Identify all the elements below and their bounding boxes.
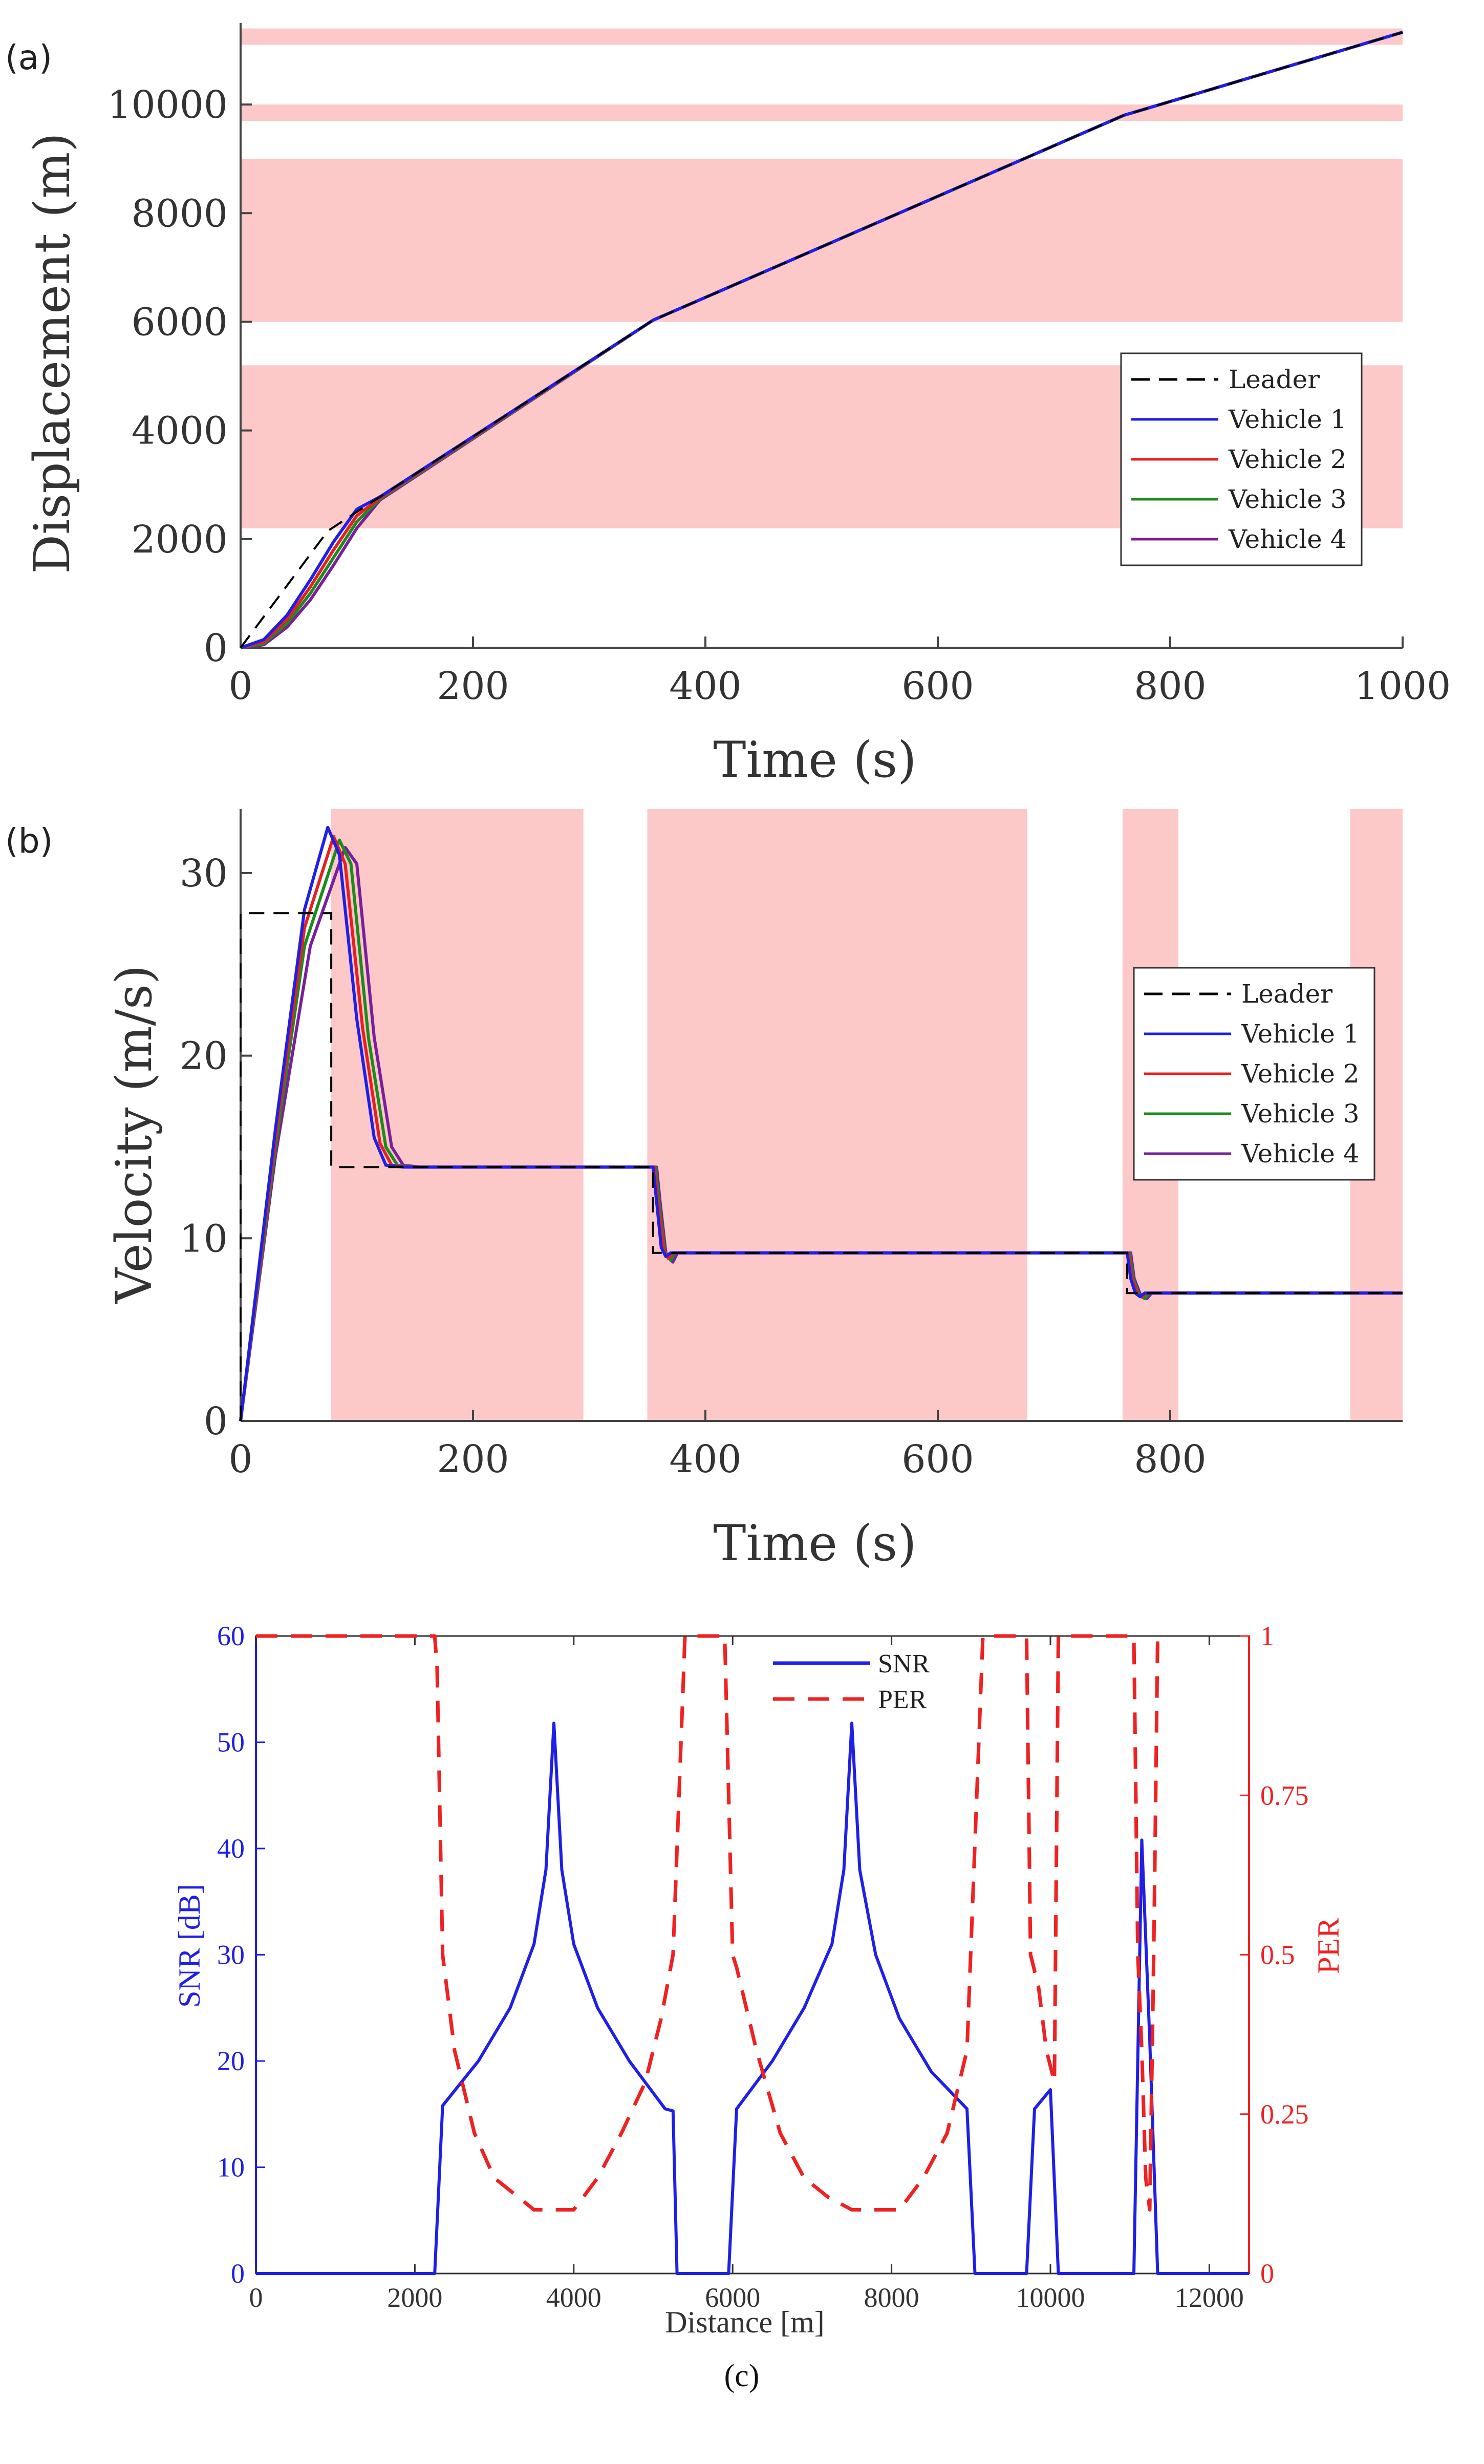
y-tick-label-right: 0.75 [1260,1780,1309,1811]
y-tick-label-right: 0.5 [1260,1940,1295,1970]
x-axis-label: Distance [m] [665,2305,825,2339]
legend-label-per: PER [878,1685,927,1714]
legend-label-leader: Leader [1229,365,1320,394]
shaded-band-4 [241,28,1403,45]
y-tick-label: 10000 [107,83,228,127]
series-line-per [256,1634,1159,2212]
x-tick-label: 12000 [1175,2282,1244,2313]
y-axis-label: Velocity (m/s) [105,965,163,1304]
x-tick-label: 0 [228,1437,252,1481]
x-tick-label: 1000 [1354,664,1451,708]
legend-label-vehicle-4: Vehicle 4 [1241,1139,1360,1169]
x-tick-label: 0 [228,664,252,708]
y-tick-label: 0 [204,1399,228,1443]
y-tick-label-left: 0 [231,2258,245,2289]
panel-a-tag: (a) [5,38,52,77]
legend-label-vehicle-1: Vehicle 1 [1241,1019,1360,1049]
y-tick-label: 20 [180,1034,228,1078]
x-tick-label: 800 [1134,664,1206,708]
y-tick-label: 6000 [132,300,228,344]
x-tick-label: 200 [437,1437,509,1481]
legend: SNR PER [773,1649,930,1714]
legend-label-vehicle-3: Vehicle 3 [1241,1099,1360,1129]
x-tick-label: 400 [669,1437,741,1481]
x-tick-label: 2000 [387,2282,442,2313]
x-tick-label: 600 [901,664,974,708]
y-tick-label: 30 [180,852,228,896]
x-axis-label: Time (s) [713,731,916,789]
panel-b-tag: (b) [5,821,53,861]
x-tick-label: 800 [1134,1437,1206,1481]
chart-displacement: (a) 0 200 400 600 800 10000200040006000800010… [5,23,1451,789]
y-axis-label-right: PER [1311,1918,1345,1974]
shaded-band-2 [647,809,1027,1421]
y-axis-label-left: SNR [dB] [173,1884,206,2008]
legend-label-vehicle-3: Vehicle 3 [1228,484,1347,514]
x-tick-label: 6000 [705,2282,760,2313]
legend: Leader Vehicle 1 Vehicle 2 Vehicle 3 Vehicle… [1133,967,1375,1181]
y-tick-label-right: 1 [1260,1621,1274,1651]
series-line-leader [240,31,1403,649]
shaded-band-3 [241,104,1403,121]
y-tick-label-left: 50 [217,1727,245,1758]
x-tick-label: 4000 [546,2282,601,2313]
series-lines [239,825,1403,1421]
x-tick-label: 0 [249,2282,263,2313]
legend-label-leader: Leader [1241,979,1332,1009]
y-tick-label-left: 10 [217,2152,245,2183]
legend-label-vehicle-1: Vehicle 1 [1228,405,1347,434]
legend-label-vehicle-4: Vehicle 4 [1228,524,1347,554]
chart-velocity: (b) 0 200 400 600 800 0 10 20 30 Time (s) Veloci… [5,809,1403,1572]
y-tick-label: 10 [180,1217,228,1261]
x-tick-label: 10000 [1016,2282,1085,2313]
shaded-band-2 [241,159,1403,322]
x-axis-label: Time (s) [713,1515,916,1572]
series-line-vehicle-1 [239,825,1403,1421]
x-tick-label: 8000 [864,2282,919,2313]
tick-labels: 0 200 400 600 800 0 10 20 30 [180,852,1207,1481]
axes [240,23,1404,649]
series-lines [256,1634,1249,2275]
series-lines [240,31,1403,649]
y-tick-label-left: 20 [217,2046,245,2076]
axes [255,1635,1250,2275]
x-tick-label: 400 [669,664,741,708]
y-tick-label: 0 [204,626,228,670]
y-tick-label: 2000 [132,518,228,562]
y-tick-label-right: 0.25 [1260,2099,1309,2130]
legend-label-vehicle-2: Vehicle 2 [1228,444,1347,474]
shaded-band-1 [331,809,584,1421]
legend: Leader Vehicle 1 Vehicle 2 Vehicle 3 Vehicle… [1120,352,1363,566]
legend-label-vehicle-2: Vehicle 2 [1241,1059,1360,1089]
plot-frame [255,1635,1250,2275]
y-axis-label: Displacement (m) [24,133,81,574]
y-tick-label-left: 40 [217,1833,245,1864]
tick-labels: 0 2000 4000 6000 8000 10000 120000102030405060… [217,1621,1309,2313]
series-line-snr [256,1722,1249,2275]
y-tick-label-right: 0 [1260,2258,1274,2289]
legend-label-snr: SNR [878,1649,930,1679]
chart-snr-per: 0 2000 4000 6000 8000 10000 120000102030405060… [173,1621,1345,2393]
x-tick-label: 200 [437,664,509,708]
y-tick-label: 8000 [132,192,228,236]
figure-caption: (c) [724,2359,760,2393]
y-tick-label: 4000 [132,409,228,453]
x-tick-label: 600 [901,1437,974,1481]
y-tick-label-left: 30 [217,1940,245,1970]
y-tick-label-left: 60 [217,1621,245,1651]
